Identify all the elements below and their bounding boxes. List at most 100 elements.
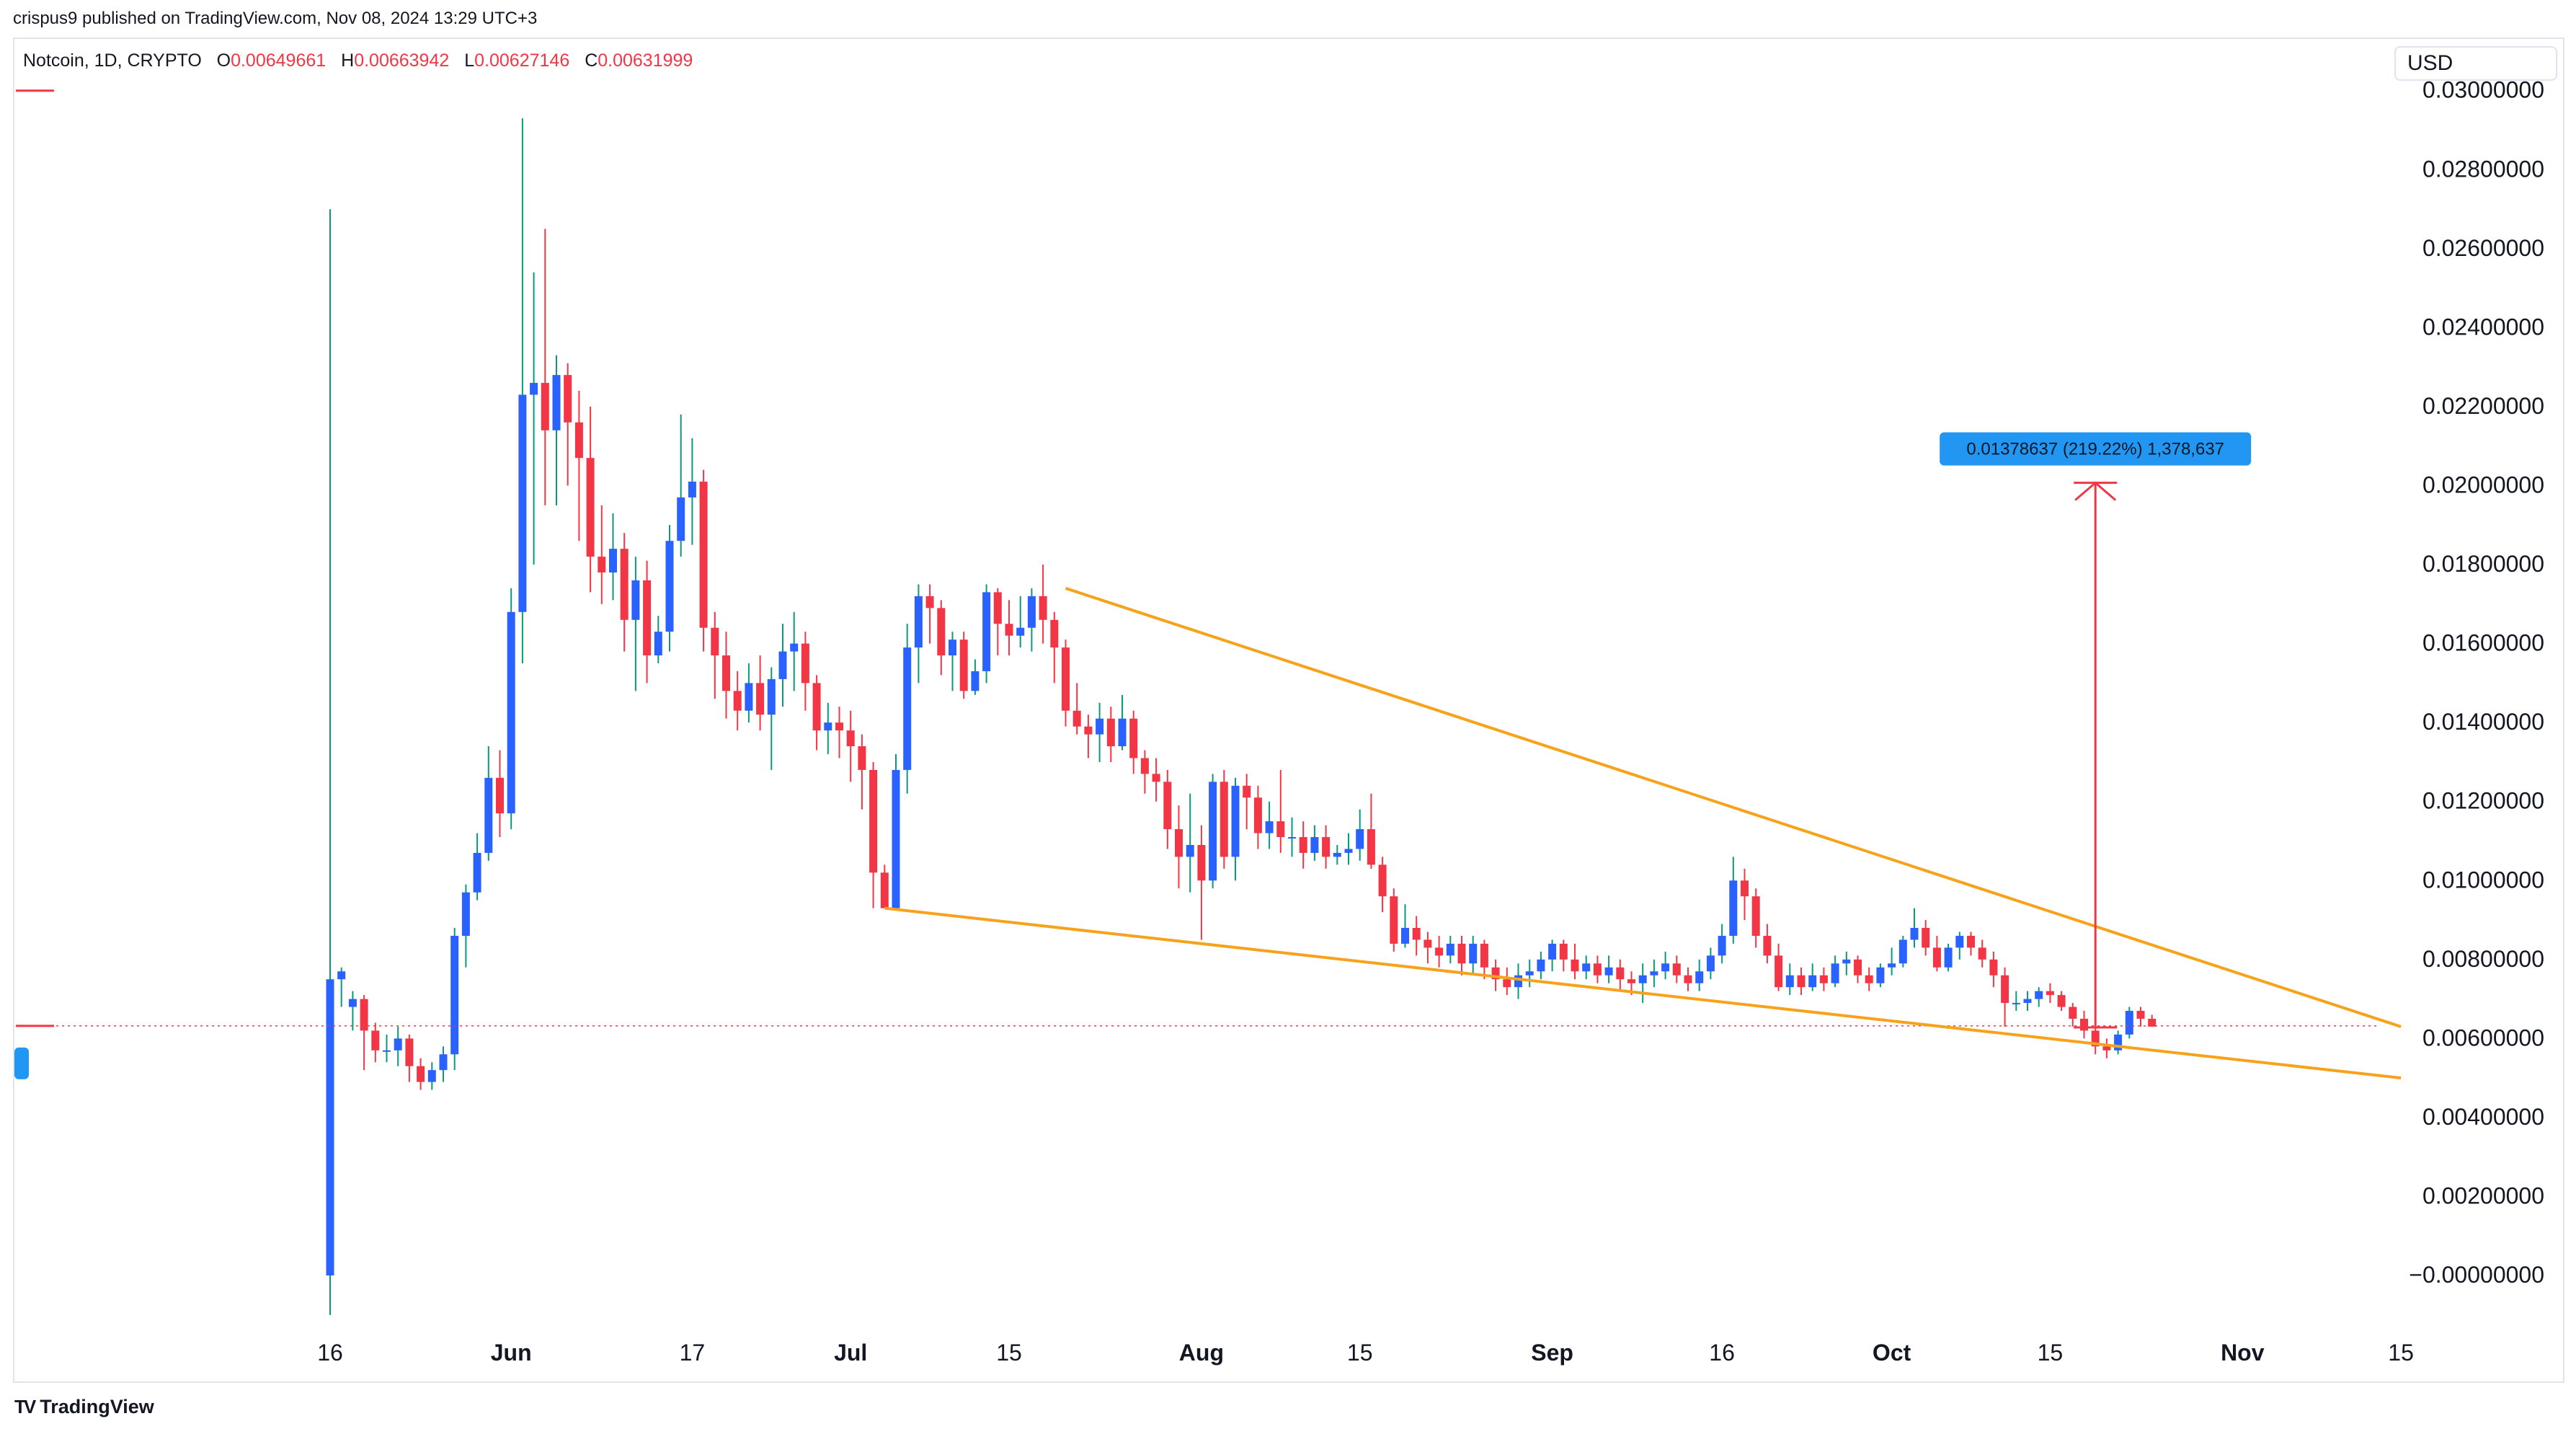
candle-body <box>665 541 674 632</box>
candle <box>1672 955 1681 983</box>
candle <box>1288 817 1296 857</box>
candle <box>1344 833 1353 865</box>
candle-body <box>552 375 561 430</box>
price-scale-marker <box>14 1047 29 1079</box>
tradingview-logo[interactable]: TV TradingView <box>14 1396 154 1418</box>
y-tick-label: 0.03000000 <box>2422 77 2544 103</box>
candle <box>824 702 832 754</box>
candle <box>949 632 956 691</box>
candle-body <box>1175 829 1183 857</box>
candle <box>2046 983 2054 1004</box>
candle <box>1050 611 1059 683</box>
candle-body <box>1333 852 1341 857</box>
candle-body <box>1978 947 1986 960</box>
candle <box>1412 916 1421 956</box>
candle <box>1175 805 1183 889</box>
candle-body <box>835 722 843 731</box>
candle-body <box>2069 1007 2077 1019</box>
candle-body <box>1775 955 1783 988</box>
candle-body <box>1050 619 1059 648</box>
candle-body <box>1571 959 1579 972</box>
candle <box>530 272 538 565</box>
candle <box>2102 1038 2111 1058</box>
candle-body <box>326 979 334 1276</box>
candle-body <box>1876 967 1885 983</box>
candle <box>1537 951 1545 980</box>
candle-body <box>1265 821 1274 833</box>
candle-body <box>1616 967 1625 980</box>
symbol-name: Notcoin, 1D, CRYPTO <box>23 50 202 71</box>
candle <box>1062 640 1070 727</box>
x-tick-label: Jul <box>834 1340 867 1366</box>
candle-body <box>790 643 799 652</box>
candle <box>383 1034 391 1063</box>
candle-body <box>654 632 662 656</box>
candle <box>631 557 640 691</box>
candle <box>586 406 595 593</box>
candle <box>778 624 787 707</box>
candle <box>1775 943 1783 991</box>
candle <box>1129 710 1138 774</box>
x-tick-label: 15 <box>996 1340 1022 1366</box>
candle <box>1209 774 1217 889</box>
candle-body <box>1751 896 1760 936</box>
candle <box>1220 769 1228 869</box>
candle-body <box>1424 939 1432 948</box>
y-tick-label: 0.02000000 <box>2422 472 2544 498</box>
candle-body <box>461 892 470 936</box>
candle <box>507 588 515 830</box>
high-value: 0.00663942 <box>354 50 450 71</box>
candle-body <box>1819 975 1828 983</box>
candle <box>348 991 357 1031</box>
candle <box>1559 939 1568 972</box>
candle-body <box>1084 726 1093 735</box>
candle <box>427 1062 436 1090</box>
candle-body <box>1231 785 1240 857</box>
candle-body <box>1310 837 1319 853</box>
candle <box>1571 943 1579 980</box>
candle <box>1243 774 1251 830</box>
candle <box>1729 857 1738 944</box>
x-tick-label: Oct <box>1873 1340 1911 1366</box>
candle-body <box>1435 947 1444 956</box>
currency-selector[interactable]: USD <box>2394 46 2557 81</box>
candle-body <box>733 691 742 711</box>
candle-body <box>1209 782 1217 881</box>
candle-body <box>1785 975 1794 988</box>
candle <box>654 616 662 663</box>
candle <box>1751 888 1760 948</box>
trendline-lower <box>884 906 2402 1080</box>
candle <box>801 632 809 711</box>
candle-body <box>959 640 968 691</box>
candle-body <box>1729 880 1738 936</box>
candle <box>1967 932 1975 956</box>
y-tick-label: 0.01200000 <box>2422 788 2544 814</box>
candle <box>518 118 527 663</box>
candle <box>405 1034 414 1082</box>
candle-body <box>858 746 866 770</box>
candle-body <box>1808 975 1817 988</box>
candle-body <box>1152 774 1160 782</box>
candle-body <box>2035 991 2043 999</box>
candle-body <box>1367 829 1375 865</box>
candle <box>552 355 561 505</box>
drawings: 0.01378637 (219.22%) 1,378,637 <box>14 89 2402 1080</box>
candle <box>846 710 855 782</box>
candle <box>450 928 459 1071</box>
candle-body <box>1186 844 1194 857</box>
candle-body <box>1096 718 1104 735</box>
candle-body <box>1944 947 1953 968</box>
candle <box>1616 959 1625 991</box>
candle-body <box>1401 928 1409 944</box>
candle-body <box>484 777 493 853</box>
candle-body <box>1627 979 1635 983</box>
candle <box>1231 777 1240 881</box>
candle <box>677 414 685 557</box>
candle-body <box>1378 864 1387 897</box>
candle <box>1582 955 1591 980</box>
candle-body <box>1854 959 1862 975</box>
candle-body <box>1638 975 1647 983</box>
candle <box>1808 963 1817 991</box>
candle <box>1163 769 1172 849</box>
